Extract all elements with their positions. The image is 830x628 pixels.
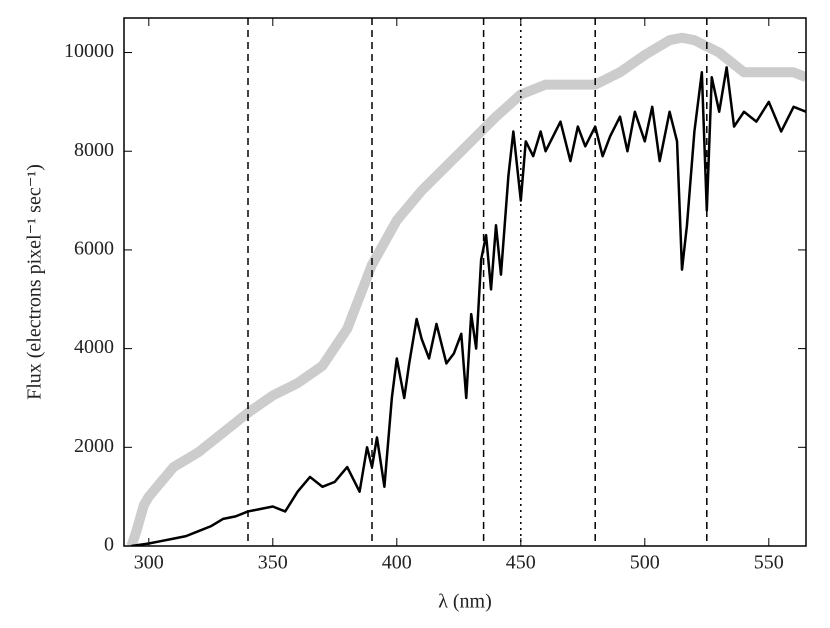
x-tick-label: 350 (258, 552, 288, 574)
y-tick-label: 4000 (74, 336, 114, 358)
y-tick-label: 6000 (74, 238, 114, 260)
y-tick-label: 2000 (74, 435, 114, 457)
x-tick-label: 450 (506, 552, 536, 574)
y-tick-label: 8000 (74, 139, 114, 161)
x-tick-label: 550 (754, 552, 784, 574)
x-tick-label: 300 (134, 552, 164, 574)
plot-frame (123, 17, 807, 547)
x-tick-label: 400 (382, 552, 412, 574)
series-line (126, 32, 806, 546)
y-axis-label: Flux (electrons pixel⁻¹ sec⁻¹) (24, 164, 46, 400)
x-axis-label: λ (nm) (438, 591, 492, 613)
y-tick-label: 0 (104, 534, 114, 556)
series-line (131, 66, 806, 546)
x-tick-label: 500 (630, 552, 660, 574)
y-tick-label: 10000 (64, 40, 114, 62)
